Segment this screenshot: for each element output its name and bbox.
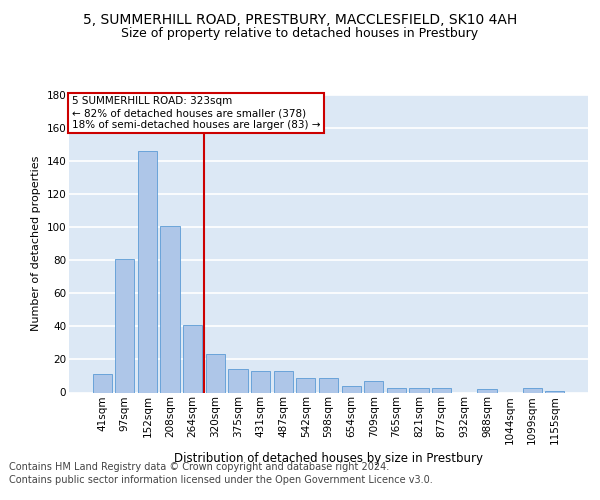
Bar xyxy=(274,371,293,392)
X-axis label: Distribution of detached houses by size in Prestbury: Distribution of detached houses by size … xyxy=(174,452,483,466)
Bar xyxy=(545,391,565,392)
Text: 5 SUMMERHILL ROAD: 323sqm
← 82% of detached houses are smaller (378)
18% of semi: 5 SUMMERHILL ROAD: 323sqm ← 82% of detac… xyxy=(71,96,320,130)
Text: Contains HM Land Registry data © Crown copyright and database right 2024.: Contains HM Land Registry data © Crown c… xyxy=(9,462,389,472)
Bar xyxy=(296,378,316,392)
Bar xyxy=(160,226,180,392)
Bar xyxy=(387,388,406,392)
Y-axis label: Number of detached properties: Number of detached properties xyxy=(31,156,41,332)
Bar xyxy=(523,388,542,392)
Bar xyxy=(115,258,134,392)
Bar xyxy=(183,324,202,392)
Bar xyxy=(251,371,270,392)
Text: Size of property relative to detached houses in Prestbury: Size of property relative to detached ho… xyxy=(121,28,479,40)
Bar xyxy=(206,354,225,393)
Text: 5, SUMMERHILL ROAD, PRESTBURY, MACCLESFIELD, SK10 4AH: 5, SUMMERHILL ROAD, PRESTBURY, MACCLESFI… xyxy=(83,12,517,26)
Bar xyxy=(409,388,428,392)
Bar xyxy=(341,386,361,392)
Bar xyxy=(432,388,451,392)
Bar xyxy=(229,370,248,392)
Bar xyxy=(477,389,497,392)
Bar xyxy=(92,374,112,392)
Bar xyxy=(364,381,383,392)
Bar xyxy=(138,151,157,392)
Text: Contains public sector information licensed under the Open Government Licence v3: Contains public sector information licen… xyxy=(9,475,433,485)
Bar xyxy=(319,378,338,392)
